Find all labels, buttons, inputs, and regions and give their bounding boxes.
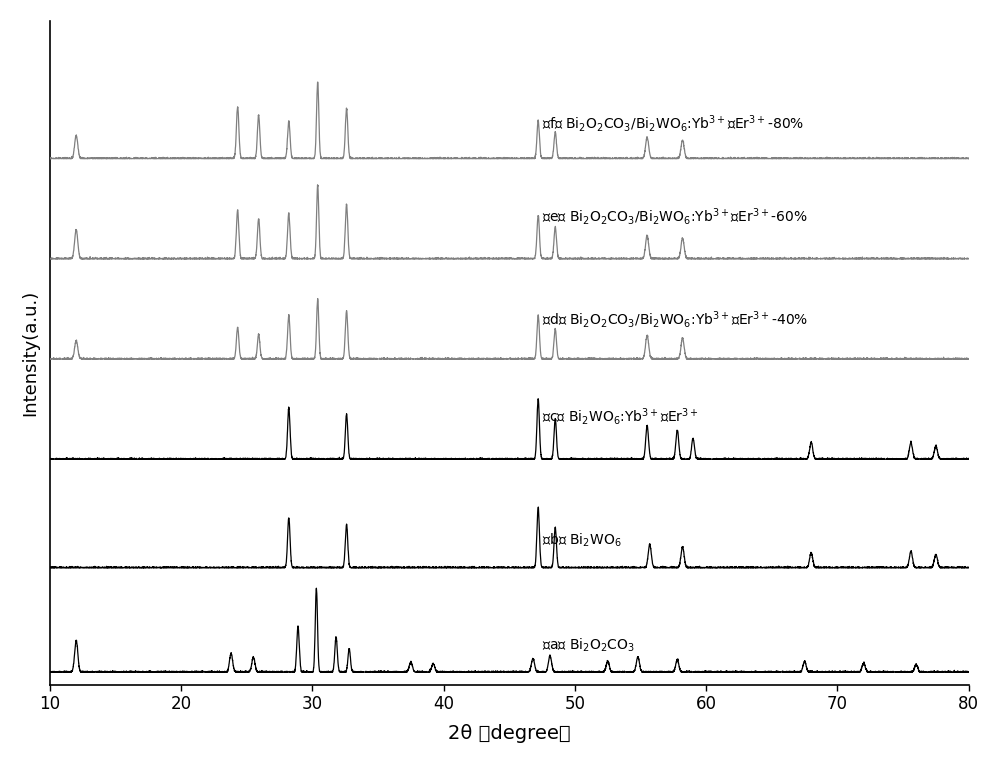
Text: （e） Bi$_2$O$_2$CO$_3$/Bi$_2$WO$_6$:Yb$^{3+}$、Er$^{3+}$-60%: （e） Bi$_2$O$_2$CO$_3$/Bi$_2$WO$_6$:Yb$^{… bbox=[542, 206, 808, 227]
Text: （f） Bi$_2$O$_2$CO$_3$/Bi$_2$WO$_6$:Yb$^{3+}$、Er$^{3+}$-80%: （f） Bi$_2$O$_2$CO$_3$/Bi$_2$WO$_6$:Yb$^{… bbox=[542, 112, 804, 134]
Text: （a） Bi$_2$O$_2$CO$_3$: （a） Bi$_2$O$_2$CO$_3$ bbox=[542, 636, 635, 654]
Y-axis label: Intensity(a.u.): Intensity(a.u.) bbox=[21, 290, 39, 416]
Text: （d） Bi$_2$O$_2$CO$_3$/Bi$_2$WO$_6$:Yb$^{3+}$、Er$^{3+}$-40%: （d） Bi$_2$O$_2$CO$_3$/Bi$_2$WO$_6$:Yb$^{… bbox=[542, 309, 808, 330]
X-axis label: 2θ （degree）: 2θ （degree） bbox=[448, 724, 571, 743]
Text: （b） Bi$_2$WO$_6$: （b） Bi$_2$WO$_6$ bbox=[542, 532, 622, 549]
Text: （c） Bi$_2$WO$_6$:Yb$^{3+}$、Er$^{3+}$: （c） Bi$_2$WO$_6$:Yb$^{3+}$、Er$^{3+}$ bbox=[542, 406, 699, 428]
